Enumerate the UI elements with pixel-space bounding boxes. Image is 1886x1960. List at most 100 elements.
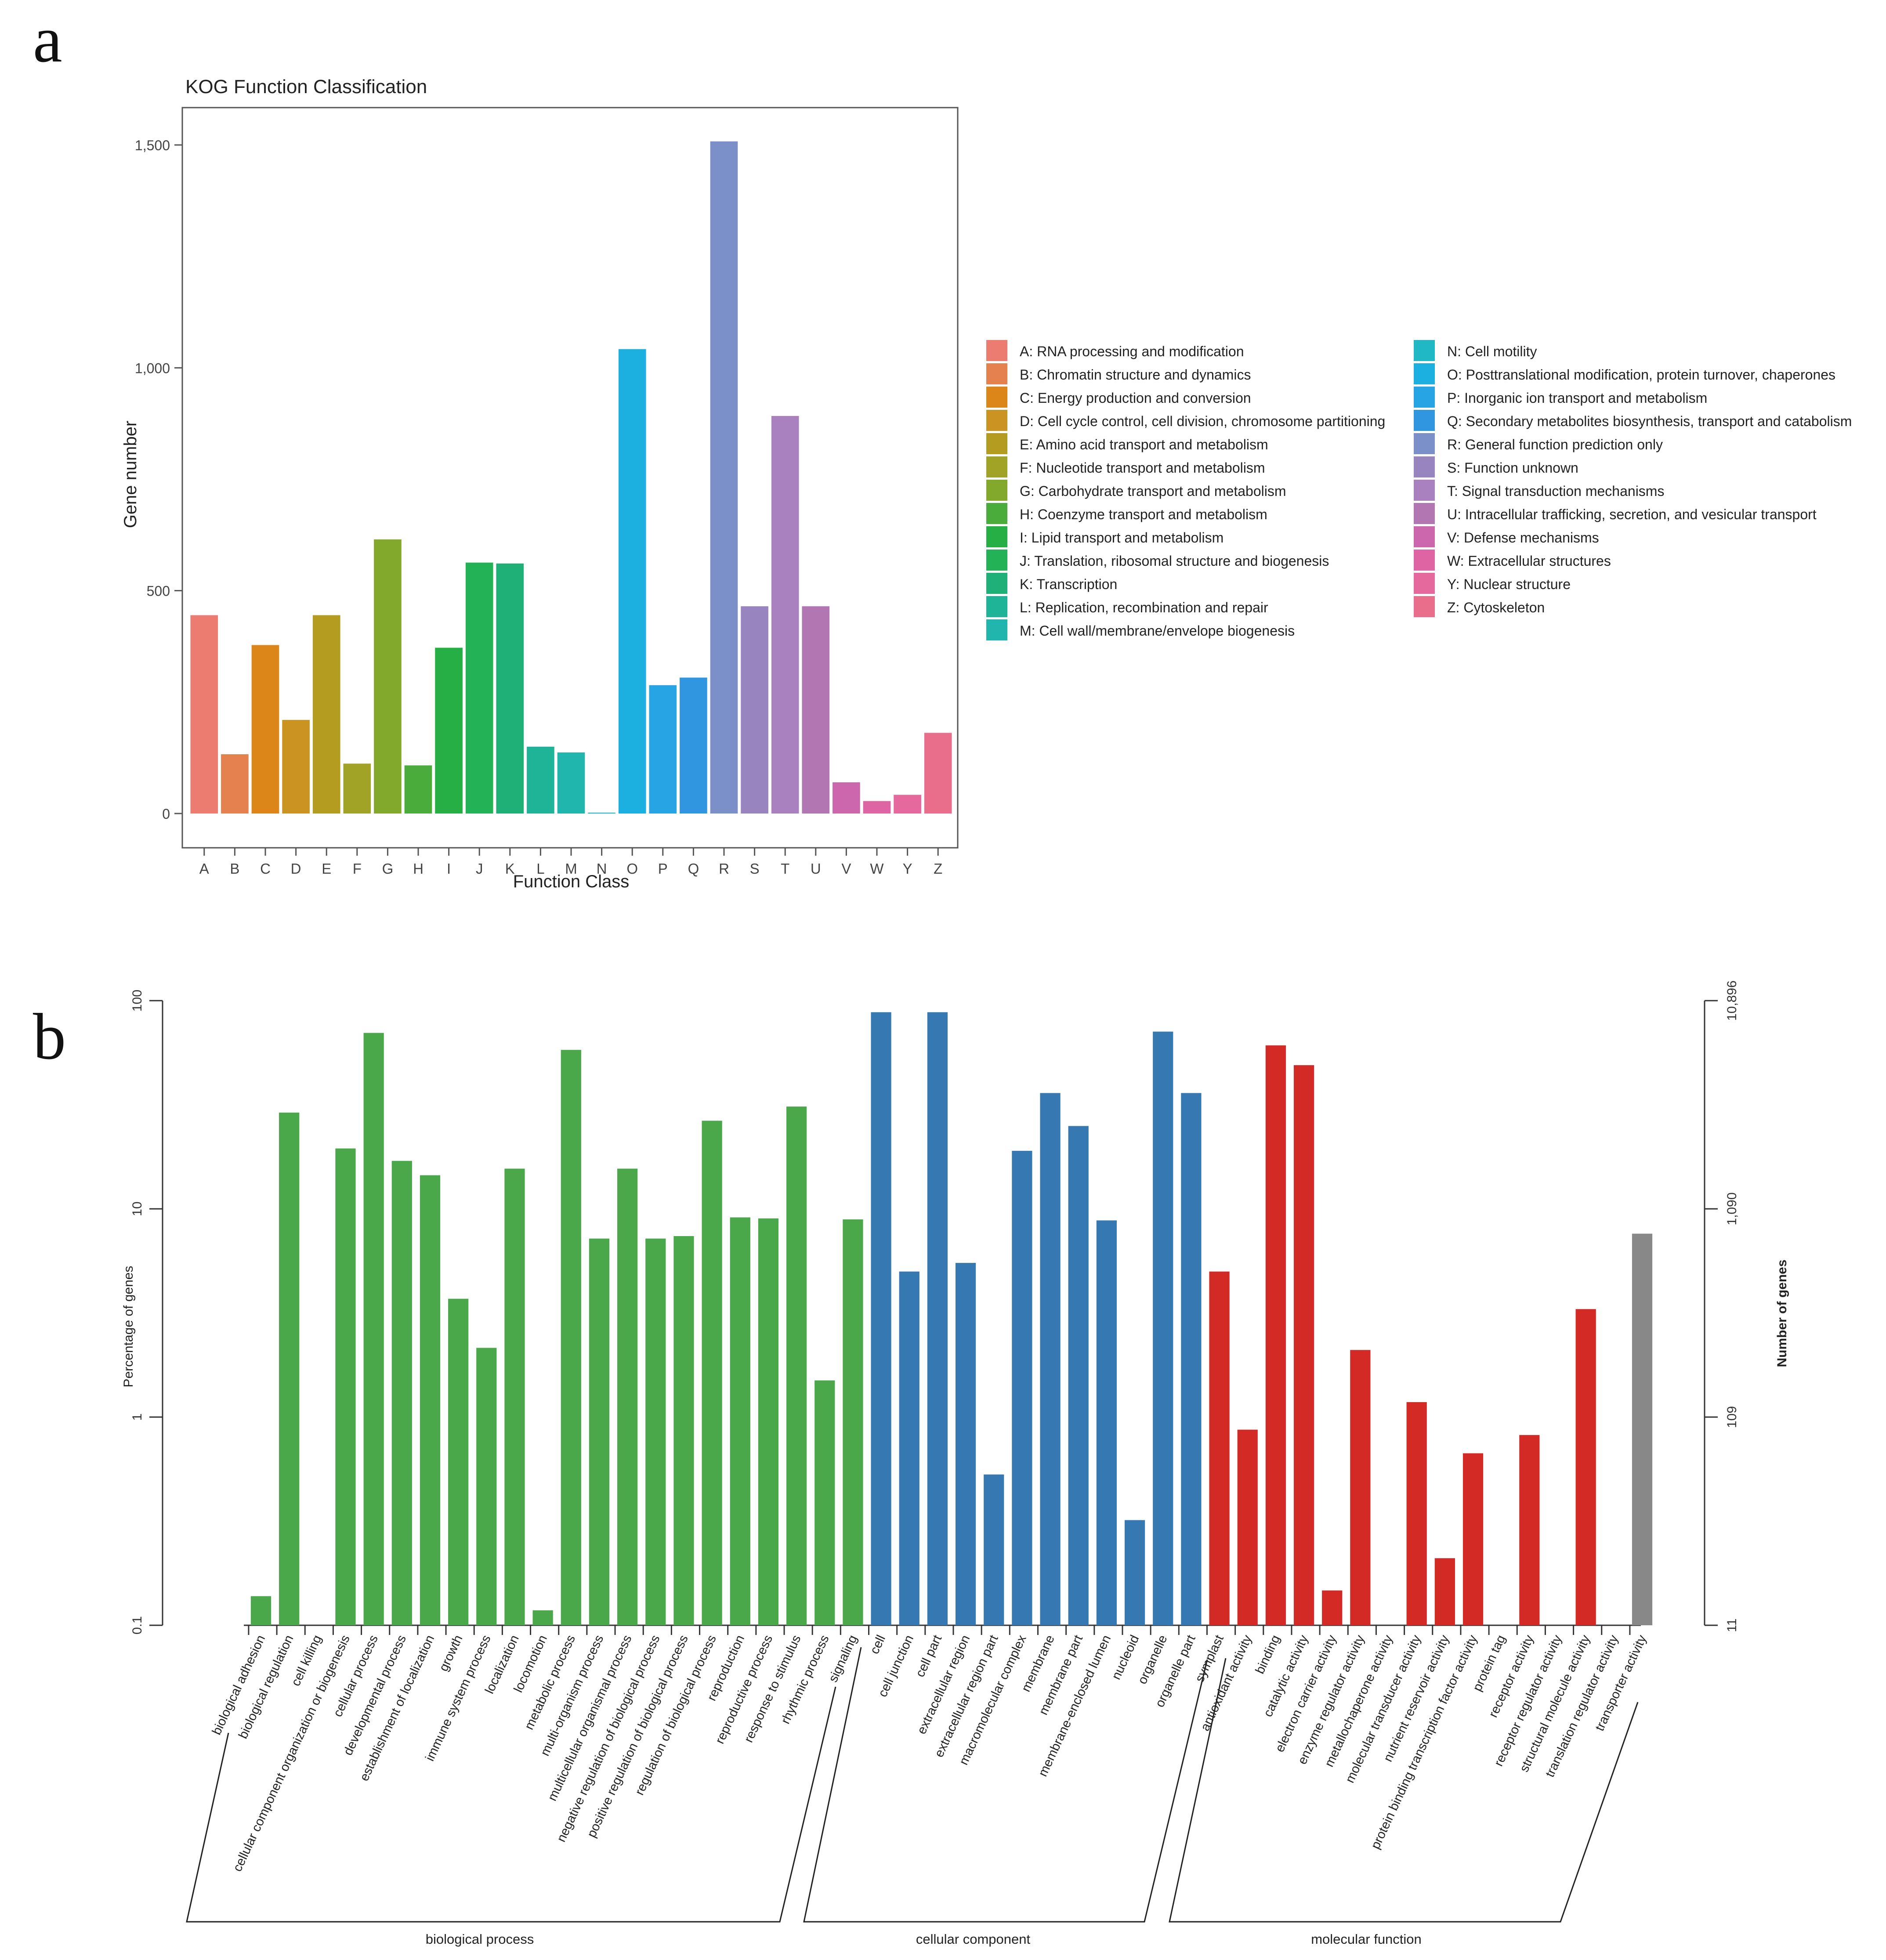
kog-x-tick-label: W	[870, 861, 884, 877]
kog-legend-label: H: Coenzyme transport and metabolism	[1020, 506, 1267, 522]
go-bar-electron-carrier-activity	[1322, 1590, 1343, 1625]
go-bar-immune-system-process	[476, 1348, 497, 1625]
kog-x-tick-label: Y	[903, 861, 912, 877]
kog-x-tick-label: Z	[934, 861, 942, 877]
kog-legend-label: C: Energy production and conversion	[1020, 390, 1251, 406]
kog-x-tick-label: L	[536, 861, 544, 877]
kog-x-tick-label: A	[199, 861, 209, 877]
kog-legend-label: P: Inorganic ion transport and metabolis…	[1447, 390, 1707, 406]
kog-legend-label: F: Nucleotide transport and metabolism	[1020, 460, 1265, 476]
kog-legend-label: D: Cell cycle control, cell division, ch…	[1020, 413, 1385, 429]
go-bar-locomotion	[532, 1610, 553, 1625]
kog-legend-swatch	[986, 550, 1007, 571]
kog-legend-swatch	[1414, 480, 1435, 501]
kog-x-tick-label: I	[447, 861, 451, 877]
go-bar-reproduction	[730, 1217, 750, 1625]
kog-y-tick-label: 500	[147, 583, 170, 599]
go-group-bracket-biological-process	[186, 1686, 836, 1923]
kog-bar-s	[741, 606, 768, 814]
go-bar-signaling	[843, 1219, 863, 1625]
kog-legend-label: L: Replication, recombination and repair	[1020, 600, 1268, 615]
kog-legend-swatch	[1414, 596, 1435, 617]
go-bar-membrane	[1040, 1093, 1061, 1625]
go-left-axis-label: Percentage of genes	[121, 1266, 136, 1388]
go-bar-localization	[504, 1168, 525, 1625]
go-group-label-molecular-function: molecular function	[1311, 1931, 1422, 1947]
kog-legend-swatch	[1414, 503, 1435, 524]
kog-bar-j	[465, 562, 493, 814]
go-bar-protein-binding-transcription-factor-activity	[1462, 1453, 1484, 1625]
kog-legend-label: U: Intracellular trafficking, secretion,…	[1447, 506, 1817, 522]
kog-legend-swatch	[986, 456, 1007, 477]
go-bar-developmental-process	[391, 1161, 412, 1625]
go-bar-rhythmic-process	[814, 1380, 835, 1625]
kog-legend-label: T: Signal transduction mechanisms	[1447, 483, 1664, 499]
go-bar-binding	[1265, 1045, 1286, 1625]
go-bar-nutrient-reservoir-activity	[1434, 1558, 1455, 1625]
kog-legend-label: M: Cell wall/membrane/envelope biogenesi…	[1020, 623, 1295, 639]
go-bar-metabolic-process	[561, 1050, 581, 1625]
go-group-brackets: biological process cellular component mole…	[186, 1647, 1639, 1947]
kog-legend-label: J: Translation, ribosomal structure and …	[1020, 553, 1329, 569]
kog-legend-swatch	[986, 340, 1007, 361]
kog-bar-m	[557, 752, 585, 814]
kog-y-axis-label: Gene number	[121, 421, 140, 528]
kog-x-tick-label: U	[811, 861, 821, 877]
kog-legend-label: B: Chromatin structure and dynamics	[1020, 367, 1251, 383]
kog-bar-i	[435, 647, 463, 814]
kog-legend-swatch	[1414, 550, 1435, 571]
kog-chart: KOG Function Classification 0 500 1,000 1,5…	[121, 76, 1852, 891]
kog-legend-label: V: Defense mechanisms	[1447, 530, 1599, 546]
go-bar-biological-adhesion	[250, 1596, 271, 1625]
kog-x-tick-label: B	[230, 861, 239, 877]
kog-x-tick-label: V	[841, 861, 851, 877]
kog-legend-swatch	[1414, 526, 1435, 547]
go-group-label-cellular-component: cellular component	[916, 1931, 1031, 1947]
go-bar-biological-regulation	[279, 1112, 300, 1625]
kog-x-tick-label: E	[322, 861, 331, 877]
kog-y-tick-label: 0	[162, 806, 170, 822]
go-bar-cellular-component-organization-or-biogenesis	[335, 1148, 356, 1625]
kog-bar-r	[710, 141, 738, 814]
kog-plot-frame	[181, 107, 959, 849]
kog-legend-swatch	[1414, 363, 1435, 384]
go-bar-cell	[871, 1012, 891, 1625]
kog-legend-label: R: General function prediction only	[1447, 437, 1663, 452]
kog-legend-swatch	[986, 387, 1007, 408]
go-bar-negative-regulation-of-biological-process	[645, 1238, 666, 1625]
go-bar-enzyme-regulator-activity	[1350, 1350, 1371, 1625]
go-bar-establishment-of-localization	[420, 1175, 441, 1625]
go-bar-organelle	[1153, 1031, 1173, 1625]
kog-legend-label: K: Transcription	[1020, 576, 1117, 592]
kog-bar-w	[863, 801, 891, 814]
go-bar-macromolecular-complex	[1012, 1150, 1032, 1625]
kog-legend-label: Q: Secondary metabolites biosynthesis, t…	[1447, 413, 1852, 429]
kog-legend-swatch	[1414, 340, 1435, 361]
go-bar-antioxidant-activity	[1237, 1429, 1258, 1625]
kog-x-tick-label: C	[260, 861, 271, 877]
go-group-bracket-cellular-component	[803, 1647, 1208, 1923]
kog-bar-v	[833, 782, 860, 814]
kog-legend-swatch	[1414, 573, 1435, 594]
go-bars	[250, 1012, 1653, 1625]
kog-legend-label: N: Cell motility	[1447, 344, 1537, 359]
kog-legend-label: Z: Cytoskeleton	[1447, 600, 1545, 615]
go-bar-response-to-stimulus	[786, 1107, 807, 1625]
go-bar-regulation-of-biological-process	[702, 1121, 722, 1625]
panel-a-letter: a	[33, 3, 62, 76]
kog-legend-label: Y: Nuclear structure	[1447, 576, 1571, 592]
go-bar-membrane-part	[1068, 1126, 1089, 1625]
kog-legend-label: E: Amino acid transport and metabolism	[1020, 437, 1268, 452]
kog-x-tick-label: F	[353, 861, 362, 877]
kog-bar-o	[618, 349, 646, 814]
kog-bar-g	[374, 539, 402, 814]
kog-chart-title: KOG Function Classification	[185, 76, 427, 98]
kog-legend-swatch	[986, 573, 1007, 594]
kog-bar-h	[404, 765, 432, 814]
kog-y-tick-label: 1,000	[135, 360, 170, 376]
kog-legend-swatch	[986, 596, 1007, 617]
go-bar-cell-junction	[899, 1271, 919, 1625]
go-left-tick-label: 0.1	[130, 1616, 145, 1635]
kog-bar-f	[343, 763, 371, 814]
